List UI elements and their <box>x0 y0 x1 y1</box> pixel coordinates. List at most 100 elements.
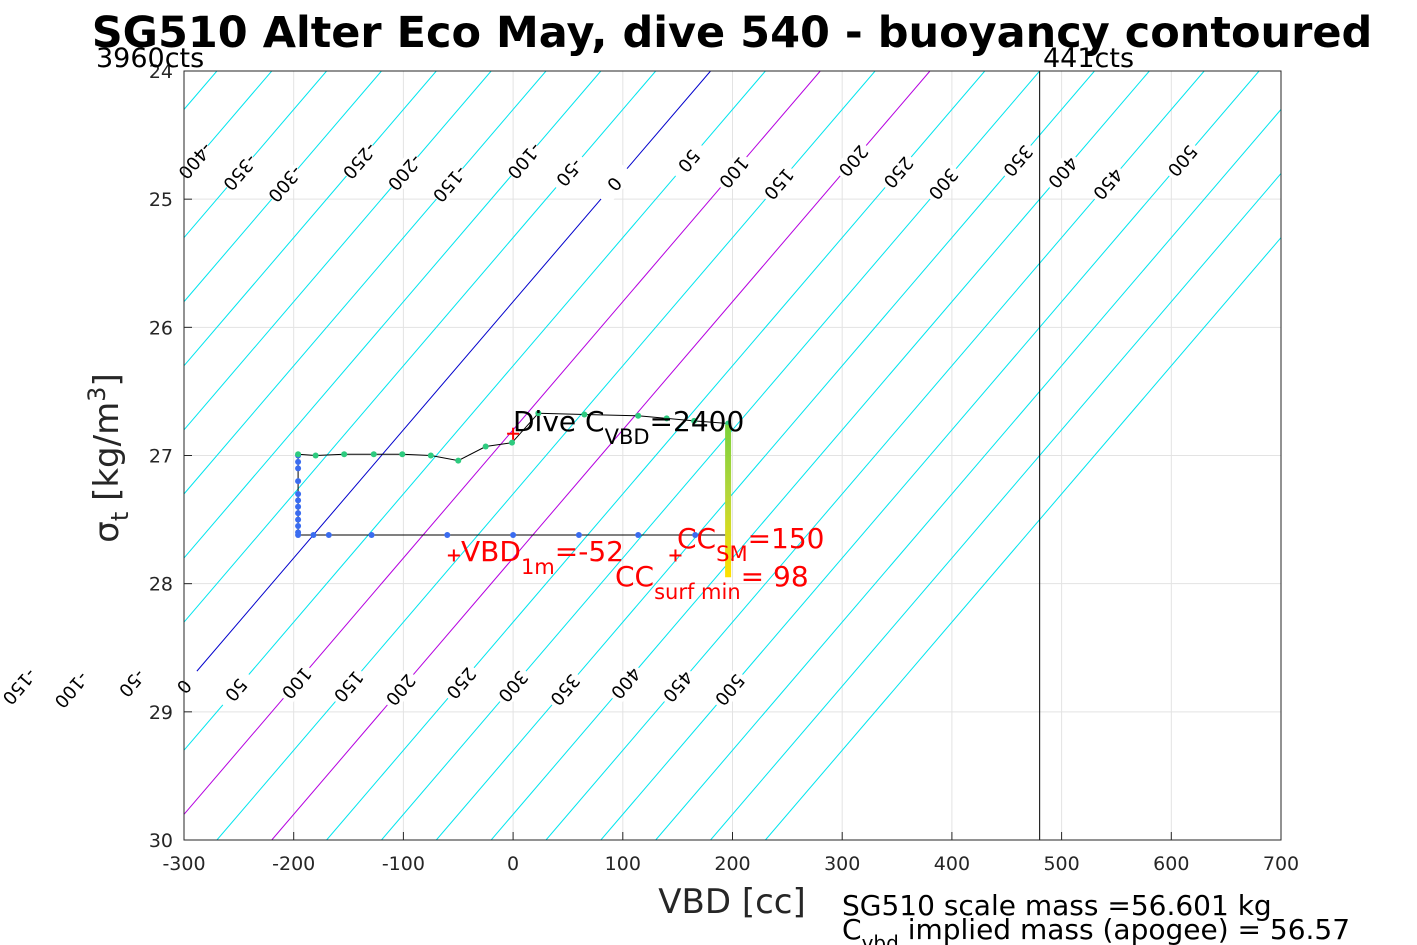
contour-line <box>216 71 876 840</box>
dive-trace-point <box>295 522 302 529</box>
contour-line <box>545 71 1205 840</box>
dive-cvbd-annotation: Dive CVBD=2400 <box>513 405 744 449</box>
y-tick-label: 29 <box>149 702 173 724</box>
contour-label-bg <box>708 668 751 712</box>
contour-label: -200 <box>383 150 426 195</box>
contour-label-bg <box>544 668 586 712</box>
contour-label-bg <box>0 664 40 709</box>
contour-label-bg <box>428 162 471 206</box>
climb-trace-point <box>341 451 348 458</box>
contour-line <box>381 71 1041 840</box>
x-tick-label: 500 <box>1043 853 1079 875</box>
y-tick-label: 24 <box>149 61 173 83</box>
dive-trace-point <box>295 458 302 465</box>
contour-label-bg <box>1042 150 1084 194</box>
dive-trace-point <box>295 503 302 510</box>
contour-line <box>184 71 547 495</box>
x-tick-labels: -300 -200 -100 0 100 200 300 400 500 600 700 <box>162 832 1299 875</box>
contour-line <box>184 71 437 367</box>
y-tick-label: 28 <box>149 574 173 596</box>
x-tick-label: -100 <box>382 853 425 875</box>
x-tick-label: -200 <box>272 853 315 875</box>
x-tick-label: 400 <box>934 853 970 875</box>
contour-line <box>765 236 1281 840</box>
dive-trace-point <box>575 531 582 538</box>
y-tick-labels: 24 25 26 27 28 29 30 <box>149 61 192 852</box>
contour-label-bg <box>50 668 92 712</box>
contour-label-bg <box>656 664 699 709</box>
contour-line <box>184 71 492 431</box>
y-axis-label: σt [kg/m3] <box>83 373 134 542</box>
dive-trace-point <box>444 531 451 538</box>
contour-label-bg <box>1161 139 1203 183</box>
contour-label-bg <box>264 162 306 206</box>
x-tick-label: -300 <box>162 853 205 875</box>
contour-label-bg <box>503 139 545 183</box>
dive-trace-point <box>510 531 517 538</box>
counts-left-label: 3960cts <box>96 43 204 74</box>
contour-line <box>271 71 931 840</box>
contour-label-bg <box>757 162 800 206</box>
y-tick-label: 25 <box>149 189 173 211</box>
contour-label: -100 <box>50 667 93 712</box>
contour-label: -150 <box>0 664 40 709</box>
climb-trace-point <box>399 451 406 458</box>
contour-label: -400 <box>173 138 216 183</box>
dive-trace-point <box>295 531 302 538</box>
contour-label-bg <box>215 668 257 712</box>
contour-label-bg <box>604 661 647 705</box>
contour-label-bg <box>492 664 534 709</box>
contour-label: -250 <box>338 138 381 183</box>
scale-mass-footer: SG510 scale mass =56.601 kg <box>842 889 1272 922</box>
cc-surf-annotation: CCsurf min= 98 <box>615 560 809 604</box>
contour-line <box>326 71 986 840</box>
contour-labels: -400 -350 -300-250 -200 -150-100 -50 050 100 150… <box>0 138 1203 712</box>
dive-trace-point <box>295 510 302 517</box>
contour-line <box>435 71 1095 840</box>
dive-trace-point <box>692 531 699 538</box>
climb-trace-point <box>455 457 462 464</box>
climb-trace-point <box>482 443 489 450</box>
contour-label-bg <box>832 139 874 183</box>
contour-line <box>655 108 1281 840</box>
dive-trace-point <box>325 531 332 538</box>
contour-line <box>600 71 1260 840</box>
contour-label: -100 <box>502 138 545 183</box>
climb-trace-point <box>691 417 698 424</box>
climb-trace-point <box>663 415 670 422</box>
x-tick-label: 600 <box>1153 853 1189 875</box>
contour-line <box>0 71 162 840</box>
contour-label-bg <box>275 661 318 705</box>
climb-trace-point <box>427 452 434 459</box>
y-tick-label: 26 <box>149 317 173 339</box>
dive-trace-point <box>310 531 317 538</box>
implied-mass-footer: Cvbd implied mass (apogee) = 56.57 <box>842 913 1350 945</box>
contour-label-bg <box>668 139 710 183</box>
climb-trace-point <box>370 451 377 458</box>
contour-label-bg <box>219 150 261 194</box>
dive-trace-point <box>295 478 302 485</box>
climb-trace-point <box>635 412 642 419</box>
contour-line <box>184 71 766 752</box>
climb-trace-point <box>581 411 588 418</box>
contour-line <box>184 71 327 239</box>
contour-line <box>184 71 382 303</box>
contour-label-bg <box>997 139 1039 183</box>
x-tick-label: 300 <box>824 853 860 875</box>
dive-trace-point <box>295 516 302 523</box>
climb-trace-point <box>295 451 302 458</box>
vertical-bar <box>725 424 732 578</box>
contour-label-bg <box>383 150 426 194</box>
x-tick-label: 700 <box>1263 853 1299 875</box>
contour-line <box>0 71 52 840</box>
contour-label-bg <box>877 150 919 194</box>
contour-line <box>184 71 711 687</box>
contour-label-bg <box>548 150 590 194</box>
contour-label-bg <box>440 661 482 705</box>
chart-title: SG510 Alter Eco May, dive 540 - buoyancy… <box>92 8 1373 58</box>
contour-label-bg <box>379 668 421 712</box>
contour-label-bg <box>174 139 216 183</box>
contour-label-bg <box>111 661 153 705</box>
dive-traces <box>295 410 732 578</box>
dive-trace-point <box>295 497 302 504</box>
